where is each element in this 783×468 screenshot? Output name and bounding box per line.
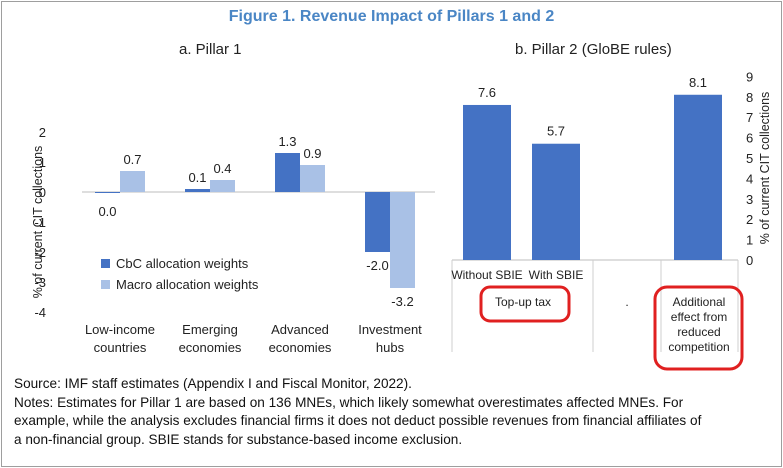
p1-data-label-s1-c2: 0.9 xyxy=(303,146,321,161)
p2-group-label-2-0: Additional xyxy=(673,295,726,309)
p1-bar-s1-c3 xyxy=(390,192,415,288)
notes-line-3: a non-financial group. SBIE stands for s… xyxy=(14,431,463,447)
p1-data-label-s0-c0: 0.0 xyxy=(98,204,116,219)
p2-ytick-9: 0 xyxy=(746,253,753,268)
p1-ytick-1: 1 xyxy=(39,155,46,170)
p2-ytick-7: 2 xyxy=(746,212,753,227)
p1-bar-s0-c2 xyxy=(275,153,300,192)
p1-data-label-s1-c0: 0.7 xyxy=(123,152,141,167)
p2-highlight-box-2 xyxy=(653,285,744,371)
p2-data-label-3: 8.1 xyxy=(689,75,707,90)
notes-line-2: example, while the analysis excludes fin… xyxy=(14,413,702,428)
p2-data-label-1: 5.7 xyxy=(547,124,565,139)
p1-legend-label-0: CbC allocation weights xyxy=(116,256,249,271)
p2-group-label-1: . xyxy=(625,295,628,309)
p2-bar-0 xyxy=(463,104,511,261)
notes-line-1: Notes: Estimates for Pillar 1 are based … xyxy=(14,394,684,410)
p2-ytick-8: 1 xyxy=(746,233,753,248)
p2-group-label-0: Top-up tax xyxy=(495,295,551,309)
p1-ytick-4: -2 xyxy=(34,245,46,260)
p2-ytick-3: 6 xyxy=(746,131,753,146)
p1-category-label-0-0: Low-income xyxy=(85,322,155,337)
p1-data-label-s1-c1: 0.4 xyxy=(213,161,231,176)
p2-category-label-0: Without SBIE xyxy=(451,268,522,282)
p2-ytick-2: 7 xyxy=(746,110,753,125)
p2-data-label-0: 7.6 xyxy=(478,85,496,100)
p1-category-label-2-0: Advanced xyxy=(271,322,329,337)
p1-ytick-2: 0 xyxy=(39,185,46,200)
p1-bar-s0-c1 xyxy=(185,189,210,192)
p1-ytick-3: -1 xyxy=(34,215,46,230)
p1-category-label-3-1: hubs xyxy=(376,340,405,355)
p1-category-label-3-0: Investment xyxy=(358,322,422,337)
p1-bar-s1-c2 xyxy=(300,165,325,192)
p1-category-label-0-1: countries xyxy=(94,340,147,355)
p2-bar-1 xyxy=(532,143,580,260)
p1-ylabel: % of current CIT collections xyxy=(31,146,45,299)
p1-data-label-s0-c2: 1.3 xyxy=(278,134,296,149)
p1-data-label-s0-c1: 0.1 xyxy=(188,170,206,185)
pillar1-title: a. Pillar 1 xyxy=(179,41,242,58)
p2-group-label-2-2: reduced xyxy=(677,325,720,339)
p2-category-label-1: With SBIE xyxy=(529,268,584,282)
p2-group-label-2-1: effect from xyxy=(671,310,727,324)
pillar2-title: b. Pillar 2 (GloBE rules) xyxy=(515,41,672,58)
p1-category-label-2-1: economies xyxy=(269,340,332,355)
p1-data-label-s1-c3: -3.2 xyxy=(391,294,413,309)
p1-ytick-0: 2 xyxy=(39,125,46,140)
p2-bar-3 xyxy=(674,94,722,260)
p2-ytick-4: 5 xyxy=(746,151,753,166)
p1-data-label-s0-c3: -2.0 xyxy=(366,258,388,273)
p1-ytick-6: -4 xyxy=(34,305,46,320)
p2-ytick-0: 9 xyxy=(746,69,753,84)
p2-ytick-1: 8 xyxy=(746,90,753,105)
p1-category-label-1-0: Emerging xyxy=(182,322,238,337)
p2-ylabel: % of current CIT collections xyxy=(758,92,772,245)
source-text: Source: IMF staff estimates (Appendix I … xyxy=(14,376,412,391)
p2-group-label-2-3: competition xyxy=(668,340,729,354)
p1-legend-swatch-1 xyxy=(101,280,110,289)
p2-ytick-5: 4 xyxy=(746,171,753,186)
figure-title: Figure 1. Revenue Impact of Pillars 1 an… xyxy=(228,8,555,25)
footer: Source: IMF staff estimates (Appendix I … xyxy=(14,375,774,449)
p1-legend-label-1: Macro allocation weights xyxy=(116,277,259,292)
p1-category-label-1-1: economies xyxy=(179,340,242,355)
p1-bar-s1-c0 xyxy=(120,171,145,192)
p1-bar-s0-c0 xyxy=(95,192,120,193)
p1-ytick-5: -3 xyxy=(34,275,46,290)
p2-highlight-box-0 xyxy=(479,285,571,323)
p2-ytick-6: 3 xyxy=(746,192,753,207)
p1-legend-swatch-0 xyxy=(101,259,110,268)
p1-bar-s1-c1 xyxy=(210,180,235,192)
p1-bar-s0-c3 xyxy=(365,192,390,252)
